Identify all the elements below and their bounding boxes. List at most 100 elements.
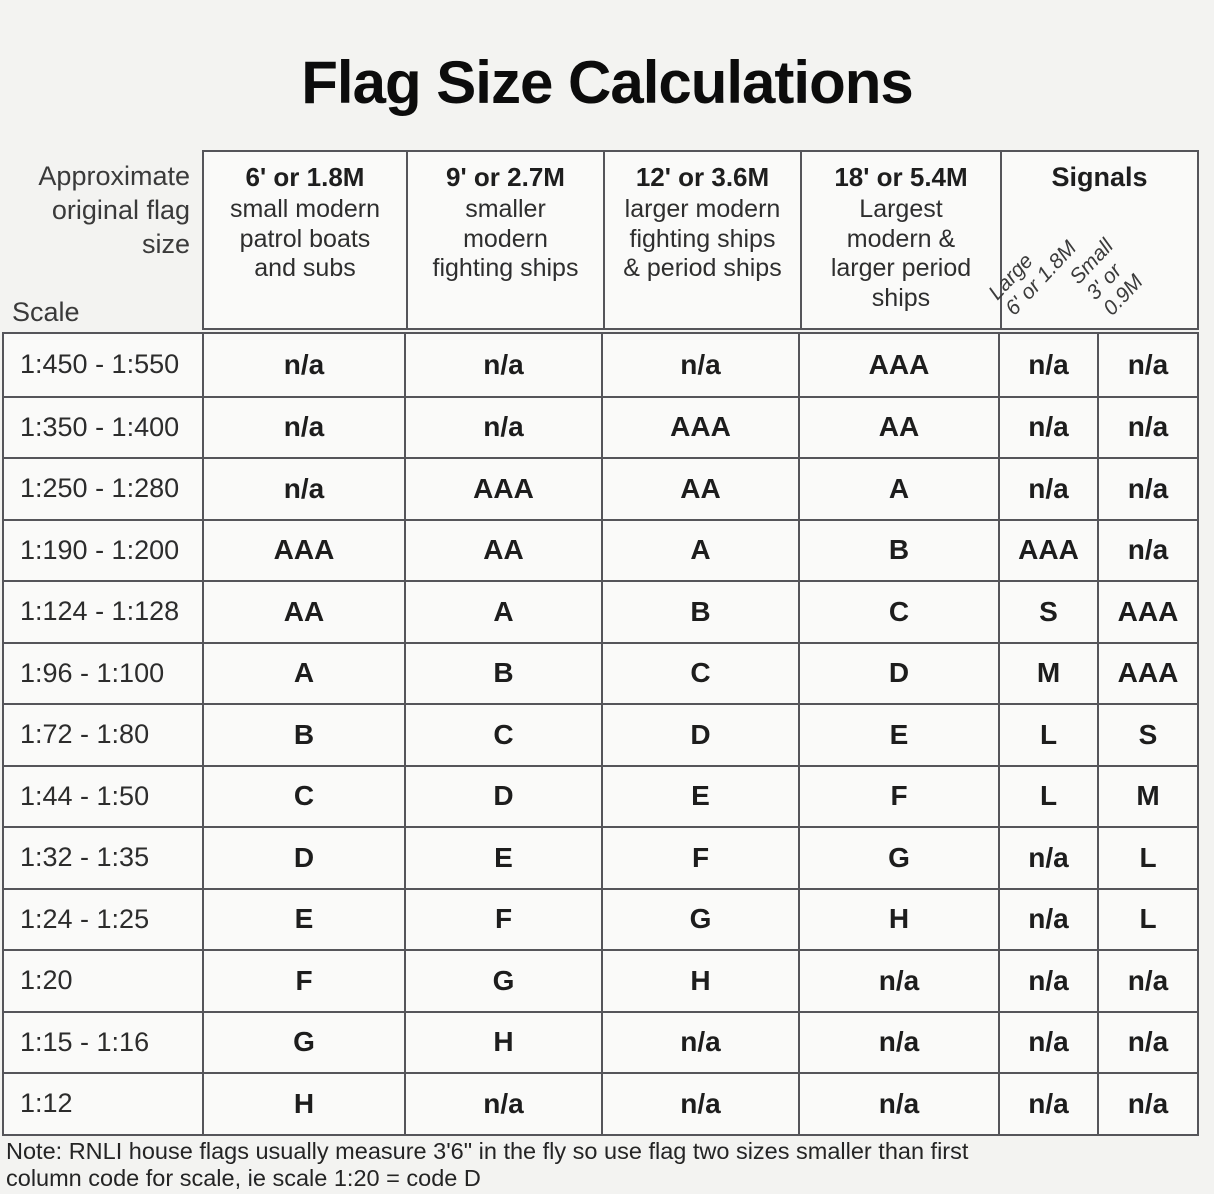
code-cell: n/a [798, 1012, 998, 1072]
code-cell: n/a [1097, 520, 1197, 580]
code-cell: B [202, 705, 404, 765]
column-header-18ft: 18' or 5.4M Largest modern & larger peri… [800, 152, 1000, 328]
scale-cell: 1:12 [20, 1088, 73, 1119]
code-cell: n/a [998, 1012, 1097, 1072]
code-cell: B [404, 643, 601, 703]
table-header-row: 6' or 1.8M small modern patrol boats and… [202, 150, 1199, 330]
scale-cell: 1:124 - 1:128 [20, 596, 180, 627]
code-cell: H [798, 889, 998, 949]
table-row: 1:72 - 1:80 B C D E L S [4, 703, 1197, 765]
scale-cell: 1:32 - 1:35 [20, 842, 150, 873]
code-cell: n/a [404, 397, 601, 457]
column-header-9ft: 9' or 2.7M smaller modern fighting ships [406, 152, 603, 328]
scale-cell: 1:250 - 1:280 [20, 473, 180, 504]
code-cell: n/a [404, 334, 601, 396]
code-cell: AAA [202, 520, 404, 580]
column-header-description: larger modern fighting ships & period sh… [623, 195, 782, 282]
code-cell: n/a [601, 1074, 798, 1134]
code-cell: AAA [798, 334, 998, 396]
code-cell: A [798, 459, 998, 519]
scale-cell: 1:44 - 1:50 [20, 780, 150, 811]
scale-cell: 1:15 - 1:16 [20, 1026, 150, 1057]
code-cell: AAA [1097, 643, 1197, 703]
code-cell: L [1097, 889, 1197, 949]
code-cell: A [601, 520, 798, 580]
code-cell: A [202, 643, 404, 703]
corner-header-label: Approximate original flag size [38, 161, 190, 259]
corner-header: Approximate original flag size Scale [2, 150, 200, 330]
column-header-size: 18' or 5.4M [834, 162, 968, 192]
code-cell: F [601, 828, 798, 888]
column-header-signals: Signals Large 6' or 1.8M Small 3' or 0.9… [984, 152, 1197, 328]
table-body: 1:450 - 1:550 n/a n/a n/a AAA n/a n/a 1:… [2, 332, 1199, 1136]
code-cell: AA [404, 520, 601, 580]
code-cell: D [404, 766, 601, 826]
code-cell: M [1097, 766, 1197, 826]
code-cell: C [202, 766, 404, 826]
table-row: 1:12 H n/a n/a n/a n/a n/a [4, 1072, 1197, 1134]
code-cell: A [404, 582, 601, 642]
code-cell: n/a [1097, 397, 1197, 457]
code-cell: AAA [404, 459, 601, 519]
signals-title: Signals [1051, 162, 1148, 192]
code-cell: n/a [998, 951, 1097, 1011]
column-header-size: 6' or 1.8M [245, 162, 365, 192]
table-row: 1:96 - 1:100 A B C D M AAA [4, 641, 1197, 703]
code-cell: n/a [404, 1074, 601, 1134]
table-row: 1:32 - 1:35 D E F G n/a L [4, 826, 1197, 888]
code-cell: L [998, 766, 1097, 826]
code-cell: n/a [1097, 1074, 1197, 1134]
code-cell: n/a [998, 1074, 1097, 1134]
code-cell: E [601, 766, 798, 826]
code-cell: C [601, 643, 798, 703]
code-cell: G [798, 828, 998, 888]
column-header-12ft: 12' or 3.6M larger modern fighting ships… [603, 152, 800, 328]
column-header-description: Largest modern & larger period ships [830, 195, 972, 312]
table-row: 1:15 - 1:16 G H n/a n/a n/a n/a [4, 1010, 1197, 1072]
code-cell: n/a [1097, 951, 1197, 1011]
code-cell: n/a [998, 334, 1097, 396]
code-cell: S [1097, 705, 1197, 765]
code-cell: n/a [202, 397, 404, 457]
code-cell: E [798, 705, 998, 765]
table-row: 1:24 - 1:25 E F G H n/a L [4, 887, 1197, 949]
scale-cell: 1:24 - 1:25 [20, 903, 150, 934]
code-cell: G [202, 1012, 404, 1072]
code-cell: n/a [1097, 459, 1197, 519]
code-cell: n/a [1097, 1012, 1197, 1072]
code-cell: F [798, 766, 998, 826]
footnote: Note: RNLI house flags usually measure 3… [6, 1138, 969, 1192]
code-cell: H [404, 1012, 601, 1072]
code-cell: H [202, 1074, 404, 1134]
code-cell: n/a [798, 1074, 998, 1134]
code-cell: AA [202, 582, 404, 642]
code-cell: n/a [1097, 334, 1197, 396]
code-cell: AAA [1097, 582, 1197, 642]
code-cell: S [998, 582, 1097, 642]
code-cell: L [1097, 828, 1197, 888]
code-cell: AAA [998, 520, 1097, 580]
code-cell: E [404, 828, 601, 888]
table-row: 1:450 - 1:550 n/a n/a n/a AAA n/a n/a [4, 334, 1197, 396]
code-cell: M [998, 643, 1097, 703]
column-header-size: 9' or 2.7M [446, 162, 565, 192]
code-cell: D [798, 643, 998, 703]
table-row: 1:190 - 1:200 AAA AA A B AAA n/a [4, 518, 1197, 580]
code-cell: C [798, 582, 998, 642]
code-cell: n/a [601, 1012, 798, 1072]
table-row: 1:350 - 1:400 n/a n/a AAA AA n/a n/a [4, 395, 1197, 457]
signals-small-label: Small 3' or 0.9M [1065, 234, 1148, 320]
scale-column-label: Scale [12, 297, 80, 327]
code-cell: C [404, 705, 601, 765]
code-cell: G [404, 951, 601, 1011]
column-header-6ft: 6' or 1.8M small modern patrol boats and… [204, 152, 406, 328]
code-cell: E [202, 889, 404, 949]
code-cell: B [798, 520, 998, 580]
code-cell: n/a [202, 459, 404, 519]
table-row: 1:44 - 1:50 C D E F L M [4, 764, 1197, 826]
code-cell: L [998, 705, 1097, 765]
code-cell: AA [798, 397, 998, 457]
scale-cell: 1:20 [20, 965, 73, 996]
code-cell: H [601, 951, 798, 1011]
